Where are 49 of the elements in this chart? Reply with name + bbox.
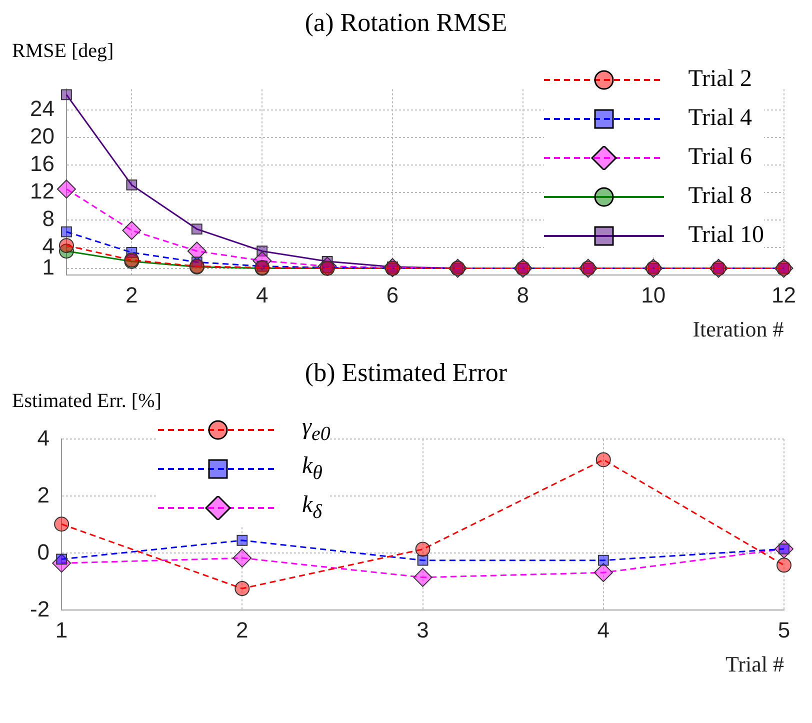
- y-tick-label: 4: [37, 425, 50, 450]
- y-axis-title: RMSE [deg]: [11, 40, 115, 64]
- x-tick-label: 5: [778, 617, 790, 642]
- legend-label: k$_{δ}$: [302, 492, 322, 524]
- point: [596, 452, 611, 468]
- point: [61, 89, 72, 100]
- point: [58, 238, 74, 254]
- legend-label: Trial 4: [688, 105, 752, 132]
- x-tick-label: 10: [641, 282, 666, 308]
- point: [236, 534, 248, 546]
- point: [122, 220, 142, 240]
- point: [54, 516, 70, 532]
- x-tick-label: 2: [126, 282, 138, 308]
- y-tick-label: 24: [30, 96, 54, 121]
- point: [232, 548, 252, 568]
- legend-label: Trial 2: [688, 66, 752, 93]
- y-tick-label: 0: [37, 539, 50, 564]
- legend-label: k$_{θ}$: [302, 452, 322, 484]
- x-tick-label: 3: [416, 617, 429, 642]
- y-tick-label: 2: [37, 482, 50, 508]
- chart-title: (b) Estimated Error: [304, 358, 508, 389]
- point: [413, 568, 432, 587]
- legend-label: γ$_{e0}$: [302, 414, 330, 446]
- legend-label: Trial 6: [688, 144, 752, 171]
- point: [234, 581, 250, 596]
- x-tick-label: 2: [236, 617, 248, 642]
- y-tick-label: 8: [42, 206, 54, 232]
- x-axis-title: Iteration #: [692, 316, 784, 342]
- y-tick-label: 20: [30, 123, 54, 148]
- y-tick-label: -2: [30, 596, 50, 622]
- x-axis-title: Trial #: [726, 652, 784, 677]
- legend-label: Trial 8: [688, 183, 752, 210]
- point: [61, 226, 72, 238]
- point: [776, 558, 792, 573]
- point: [598, 554, 609, 566]
- x-tick-label: 8: [516, 282, 530, 308]
- x-tick-label: 6: [386, 282, 399, 308]
- y-tick-label: 16: [30, 151, 54, 176]
- chart-title: (a) Rotation RMSE: [304, 8, 508, 39]
- y-tick-label: 12: [30, 178, 54, 204]
- x-tick-label: 4: [597, 617, 610, 642]
- point: [191, 224, 202, 234]
- y-axis-title: Estimated Err. [%]: [11, 390, 162, 414]
- point: [126, 180, 138, 190]
- legend-label: Trial 10: [688, 222, 764, 249]
- x-tick-label: 4: [256, 282, 268, 308]
- point: [56, 180, 76, 199]
- point: [415, 542, 430, 557]
- x-tick-label: 12: [772, 282, 796, 308]
